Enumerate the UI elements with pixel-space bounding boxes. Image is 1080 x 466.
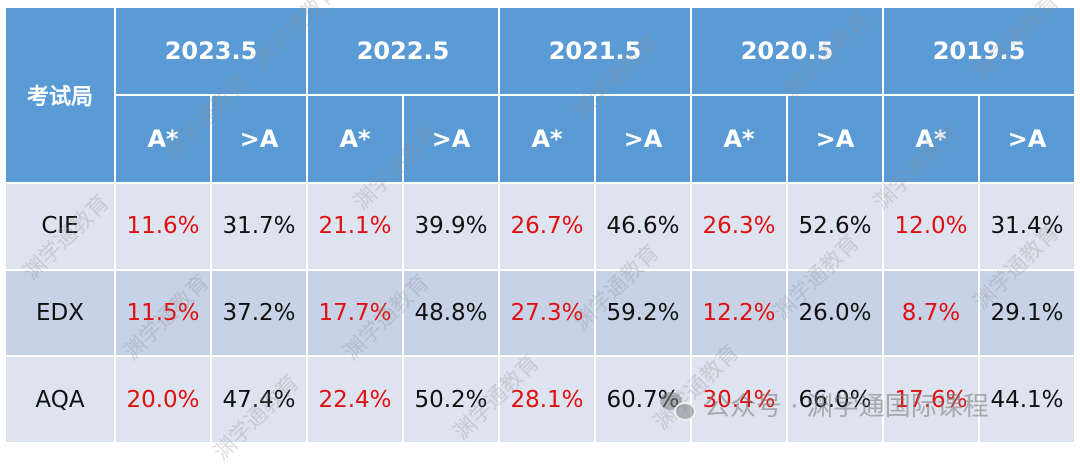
board-name: AQA (6, 357, 114, 442)
a-or-above-value: 48.8% (404, 270, 498, 356)
year-header-2022: 2022.5 (308, 8, 498, 94)
astar-header: A* (884, 96, 978, 182)
year-header-2021: 2021.5 (500, 8, 690, 94)
astar-value: 26.7% (500, 184, 594, 269)
table-row: CIE 11.6% 31.7% 21.1% 39.9% 26.7% 46.6% … (6, 184, 1074, 269)
year-header-2023: 2023.5 (116, 8, 306, 94)
a-or-above-value: 52.6% (788, 184, 882, 269)
astar-header: A* (500, 96, 594, 182)
a-or-above-header: >A (596, 96, 690, 182)
astar-value: 17.6% (884, 357, 978, 442)
a-or-above-header: >A (212, 96, 306, 182)
year-header-row: 考试局 2023.5 2022.5 2021.5 2020.5 2019.5 (6, 8, 1074, 182)
a-or-above-value: 47.4% (212, 357, 306, 442)
a-or-above-value: 31.7% (212, 184, 306, 269)
a-or-above-value: 26.0% (788, 270, 882, 356)
a-or-above-value: 37.2% (212, 270, 306, 356)
a-or-above-value: 46.6% (596, 184, 690, 269)
a-or-above-value: 31.4% (980, 184, 1074, 269)
year-header-2020: 2020.5 (692, 8, 882, 94)
a-or-above-header: >A (980, 96, 1074, 182)
astar-header: A* (692, 96, 786, 182)
astar-value: 12.2% (692, 270, 786, 356)
astar-value: 28.1% (500, 357, 594, 442)
a-or-above-value: 60.7% (596, 357, 690, 442)
astar-value: 11.6% (116, 184, 210, 269)
a-or-above-header: >A (788, 96, 882, 182)
a-or-above-header: >A (404, 96, 498, 182)
board-name: CIE (6, 184, 114, 269)
astar-value: 27.3% (500, 270, 594, 356)
astar-value: 20.0% (116, 357, 210, 442)
grade-table: 考试局 2023.5 2022.5 2021.5 2020.5 2019.5 A… (4, 6, 1076, 444)
board-column-header: 考试局 (6, 8, 114, 182)
table-row: EDX 11.5% 37.2% 17.7% 48.8% 27.3% 59.2% … (6, 270, 1074, 356)
board-name: EDX (6, 270, 114, 356)
astar-value: 30.4% (692, 357, 786, 442)
year-header-2019: 2019.5 (884, 8, 1074, 94)
a-or-above-value: 66.0% (788, 357, 882, 442)
astar-value: 22.4% (308, 357, 402, 442)
astar-header: A* (308, 96, 402, 182)
astar-value: 21.1% (308, 184, 402, 269)
grade-header-row: A* >A A* >A A* >A A* >A A* >A (6, 96, 1074, 182)
astar-value: 17.7% (308, 270, 402, 356)
astar-value: 11.5% (116, 270, 210, 356)
astar-value: 26.3% (692, 184, 786, 269)
table-row: AQA 20.0% 47.4% 22.4% 50.2% 28.1% 60.7% … (6, 357, 1074, 442)
astar-value: 12.0% (884, 184, 978, 269)
a-or-above-value: 39.9% (404, 184, 498, 269)
astar-header: A* (116, 96, 210, 182)
a-or-above-value: 50.2% (404, 357, 498, 442)
a-or-above-value: 59.2% (596, 270, 690, 356)
astar-value: 8.7% (884, 270, 978, 356)
a-or-above-value: 44.1% (980, 357, 1074, 442)
a-or-above-value: 29.1% (980, 270, 1074, 356)
